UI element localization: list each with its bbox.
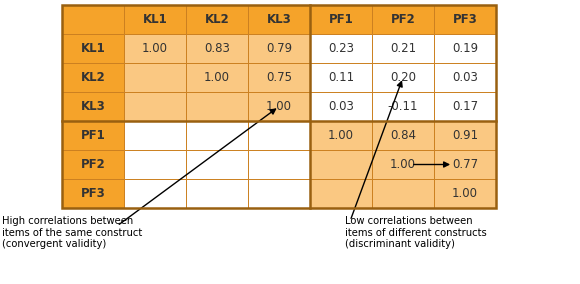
Text: 0.21: 0.21 (390, 42, 416, 55)
Bar (434, 34, 496, 63)
Bar (248, 150, 310, 179)
Text: 0.19: 0.19 (452, 42, 478, 55)
Text: KL1: KL1 (143, 13, 168, 26)
Bar (434, 121, 496, 150)
Bar (372, 63, 434, 92)
Bar (186, 63, 248, 92)
Text: KL2: KL2 (81, 71, 106, 84)
Bar (248, 179, 310, 208)
Bar (310, 121, 372, 150)
Bar (62, 34, 124, 63)
Text: -0.11: -0.11 (388, 100, 418, 113)
Bar (434, 63, 496, 92)
Bar (186, 121, 248, 150)
Bar (124, 179, 186, 208)
Bar (124, 34, 186, 63)
Bar (186, 5, 248, 34)
Bar (434, 92, 496, 121)
Bar (310, 5, 372, 34)
Text: PF2: PF2 (81, 158, 106, 171)
Text: PF3: PF3 (81, 187, 106, 200)
Text: 0.75: 0.75 (266, 71, 292, 84)
Bar (62, 179, 124, 208)
Text: 0.20: 0.20 (390, 71, 416, 84)
Bar (310, 92, 372, 121)
Bar (372, 34, 434, 63)
Bar (62, 63, 124, 92)
Text: PF2: PF2 (390, 13, 415, 26)
Text: Low correlations between
items of different constructs
(discriminant validity): Low correlations between items of differ… (345, 216, 487, 249)
Text: 0.83: 0.83 (204, 42, 230, 55)
Bar (248, 5, 310, 34)
Text: 1.00: 1.00 (204, 71, 230, 84)
Text: 1.00: 1.00 (142, 42, 168, 55)
Bar (310, 179, 372, 208)
Bar (186, 179, 248, 208)
Bar (372, 121, 434, 150)
Text: 0.23: 0.23 (328, 42, 354, 55)
Text: 1.00: 1.00 (328, 129, 354, 142)
Text: PF1: PF1 (81, 129, 106, 142)
Text: 0.91: 0.91 (452, 129, 478, 142)
Bar (124, 92, 186, 121)
Text: KL1: KL1 (81, 42, 106, 55)
Bar (62, 150, 124, 179)
Bar (372, 92, 434, 121)
Bar (434, 150, 496, 179)
Bar (124, 121, 186, 150)
Text: 0.03: 0.03 (328, 100, 354, 113)
Text: 0.77: 0.77 (452, 158, 478, 171)
Text: 0.79: 0.79 (266, 42, 292, 55)
Bar (434, 179, 496, 208)
Text: 0.11: 0.11 (328, 71, 354, 84)
Bar (186, 150, 248, 179)
Bar (62, 5, 496, 208)
Text: KL2: KL2 (205, 13, 229, 26)
Text: 1.00: 1.00 (452, 187, 478, 200)
Bar (124, 5, 186, 34)
Bar (372, 179, 434, 208)
Bar (62, 92, 124, 121)
Bar (372, 150, 434, 179)
Bar (62, 121, 124, 150)
Text: High correlations between
items of the same construct
(convergent validity): High correlations between items of the s… (2, 216, 142, 249)
Bar (372, 5, 434, 34)
Text: PF1: PF1 (329, 13, 353, 26)
Bar (248, 34, 310, 63)
Text: PF3: PF3 (452, 13, 477, 26)
Bar (248, 121, 310, 150)
Bar (434, 5, 496, 34)
Text: 1.00: 1.00 (266, 100, 292, 113)
Text: 0.03: 0.03 (452, 71, 478, 84)
Bar (124, 63, 186, 92)
Bar (310, 150, 372, 179)
Bar (186, 92, 248, 121)
Text: KL3: KL3 (81, 100, 106, 113)
Bar (310, 63, 372, 92)
Text: 1.00: 1.00 (390, 158, 416, 171)
Text: KL3: KL3 (267, 13, 291, 26)
Bar (62, 5, 124, 34)
Bar (186, 34, 248, 63)
Bar (248, 92, 310, 121)
Bar (248, 63, 310, 92)
Text: 0.17: 0.17 (452, 100, 478, 113)
Bar (310, 34, 372, 63)
Text: 0.84: 0.84 (390, 129, 416, 142)
Bar (124, 150, 186, 179)
